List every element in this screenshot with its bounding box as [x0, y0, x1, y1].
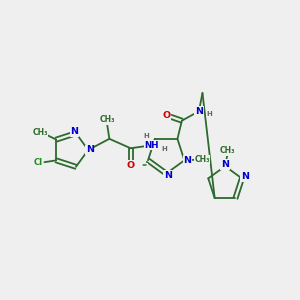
- Text: O: O: [163, 111, 171, 120]
- Text: N: N: [183, 156, 191, 165]
- Text: Cl: Cl: [33, 158, 43, 167]
- Text: N: N: [164, 170, 172, 179]
- Text: N: N: [85, 146, 94, 154]
- Text: H: H: [161, 146, 167, 152]
- Text: NH: NH: [145, 141, 159, 150]
- Text: =: =: [142, 163, 147, 168]
- Text: CH₃: CH₃: [32, 128, 48, 137]
- Text: N: N: [70, 127, 79, 136]
- Text: CH₃: CH₃: [220, 146, 235, 155]
- Text: H: H: [206, 111, 212, 117]
- Text: N: N: [195, 107, 203, 116]
- Text: O: O: [127, 161, 135, 170]
- Text: H: H: [144, 133, 150, 139]
- Text: N: N: [221, 160, 229, 169]
- Text: CH₃: CH₃: [99, 116, 115, 124]
- Text: CH₃: CH₃: [194, 155, 210, 164]
- Text: N: N: [241, 172, 249, 182]
